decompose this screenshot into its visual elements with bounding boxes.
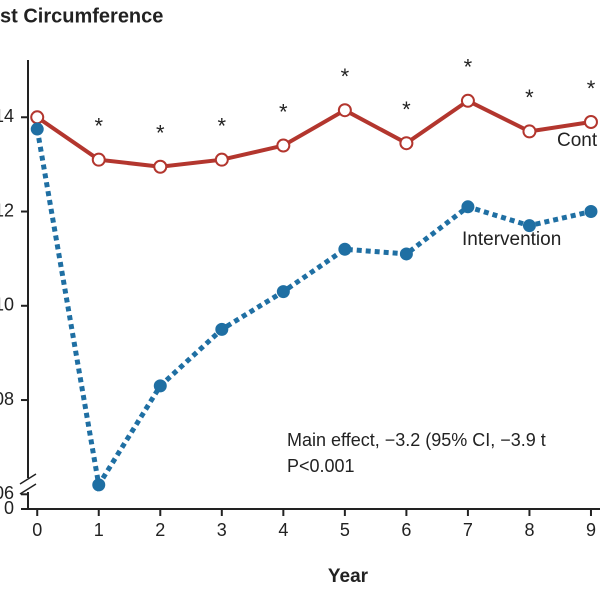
y-tick-label: 0: [4, 498, 14, 518]
data-point: [337, 103, 352, 118]
x-tick-label: 3: [217, 520, 227, 540]
y-tick-label: 114: [0, 106, 14, 126]
data-point: [522, 124, 537, 139]
significance-mark: *: [525, 85, 534, 110]
y-tick-label: 110: [0, 295, 14, 315]
data-point: [214, 152, 229, 167]
axis-break: [19, 473, 37, 495]
data-point: [460, 93, 475, 108]
data-point: [583, 114, 598, 129]
data-point: [153, 379, 167, 393]
data-point: [276, 285, 290, 299]
annotation: P<0.001: [287, 456, 355, 476]
significance-mark: *: [279, 99, 288, 124]
significance-mark: *: [402, 97, 411, 122]
data-point: [461, 200, 475, 214]
series-label: Intervention: [462, 229, 561, 250]
x-tick-label: 4: [278, 520, 288, 540]
annotation: Main effect, −3.2 (95% CI, −3.9 t: [287, 430, 546, 450]
data-point: [399, 136, 414, 151]
significance-mark: *: [94, 113, 103, 138]
data-point: [338, 242, 352, 256]
data-point: [153, 159, 168, 174]
significance-mark: *: [341, 64, 350, 89]
y-tick-label: 108: [0, 389, 14, 409]
series-line: [36, 98, 592, 169]
data-point: [522, 219, 536, 233]
data-point: [91, 152, 106, 167]
significance-mark: *: [587, 76, 596, 101]
x-axis-label: Year: [328, 566, 369, 587]
significance-mark: *: [218, 113, 227, 138]
data-point: [584, 205, 598, 219]
data-point: [215, 322, 229, 336]
x-tick-label: 1: [94, 520, 104, 540]
y-tick-label: 112: [0, 200, 14, 220]
y-tick-label: 106: [0, 483, 14, 503]
x-tick-label: 7: [463, 520, 473, 540]
data-point: [399, 247, 413, 261]
significance-mark: *: [156, 121, 165, 146]
x-tick-label: 8: [524, 520, 534, 540]
data-point: [92, 478, 106, 492]
data-point: [30, 122, 44, 136]
chart-title: st Circumference: [0, 5, 163, 27]
data-point: [276, 138, 291, 153]
significance-mark: *: [464, 55, 473, 80]
x-tick-label: 2: [155, 520, 165, 540]
series-line: [34, 128, 592, 492]
x-tick-label: 5: [340, 520, 350, 540]
data-point: [30, 110, 45, 125]
x-tick-label: 0: [32, 520, 42, 540]
x-tick-label: 9: [586, 520, 596, 540]
series-label: Cont: [557, 130, 598, 151]
x-tick-label: 6: [401, 520, 411, 540]
